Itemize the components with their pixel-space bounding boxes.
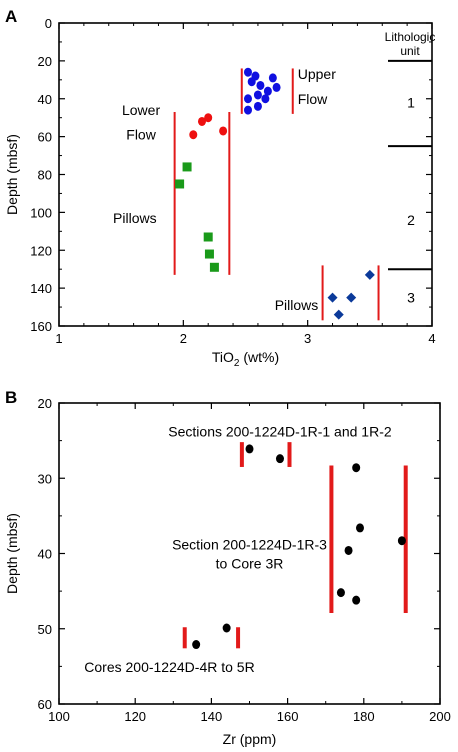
y-tick-label: 80 xyxy=(38,168,52,183)
unit-label: 3 xyxy=(407,290,415,306)
unit-label: 2 xyxy=(407,212,415,228)
x-tick-label: 120 xyxy=(124,709,146,724)
annotation-text: Cores 200-1224D-4R to 5R xyxy=(84,659,254,675)
annotation-text: Flow xyxy=(126,127,156,143)
lithologic-unit-header: unit xyxy=(400,44,420,58)
unit-label: 1 xyxy=(407,95,415,111)
data-point xyxy=(263,86,272,96)
data-point xyxy=(175,179,185,189)
data-point xyxy=(219,126,228,136)
data-point xyxy=(209,262,219,272)
panel-label: A xyxy=(5,7,17,26)
x-tick-label: 140 xyxy=(201,709,223,724)
x-tick-label: 1 xyxy=(55,331,62,346)
y-tick-label: 20 xyxy=(38,396,52,411)
y-tick-label: 0 xyxy=(45,16,52,31)
data-point xyxy=(346,292,357,303)
annotation-text: Upper xyxy=(298,66,336,82)
annotation-text: Sections 200-1224D-1R-1 and 1R-2 xyxy=(168,424,392,440)
data-point xyxy=(327,292,338,303)
y-tick-label: 40 xyxy=(38,547,52,562)
x-tick-label: 100 xyxy=(48,709,70,724)
x-tick-label: 2 xyxy=(180,331,187,346)
y-tick-label: 40 xyxy=(38,92,52,107)
data-point xyxy=(261,94,270,104)
annotation-text: Section 200-1224D-1R-3 xyxy=(172,536,327,552)
data-point xyxy=(333,309,344,320)
x-axis-label-unit: (wt%) xyxy=(239,349,279,365)
data-point xyxy=(247,77,256,87)
data-point xyxy=(243,94,252,104)
annotation-text: to Core 3R xyxy=(216,555,284,571)
data-point xyxy=(189,130,198,140)
y-tick-label: 140 xyxy=(30,281,52,296)
annotation-text: Flow xyxy=(298,91,328,107)
y-tick-label: 60 xyxy=(38,130,52,145)
y-tick-label: 120 xyxy=(30,243,52,258)
data-point xyxy=(203,232,213,242)
data-point xyxy=(192,640,201,650)
data-point xyxy=(275,454,284,464)
data-point xyxy=(245,444,254,454)
annotation-text: Pillows xyxy=(113,210,157,226)
data-point xyxy=(243,67,252,77)
annotation-text: Pillows xyxy=(275,297,319,313)
x-tick-label: 160 xyxy=(277,709,299,724)
data-point xyxy=(397,536,406,546)
x-axis-label: TiO2 (wt%) xyxy=(212,349,279,369)
x-axis-label: Zr (ppm) xyxy=(223,731,277,747)
data-point xyxy=(243,105,252,115)
y-axis-label: Depth (mbsf) xyxy=(4,513,20,594)
data-point xyxy=(253,101,262,111)
y-axis-label: Depth (mbsf) xyxy=(4,134,20,215)
chart-panel-b: B 100 120 140 160 180 200 20 30 40 50 60 Zr (ppm) Dep… xyxy=(4,388,451,747)
lithologic-unit-header: Lithologic xyxy=(385,30,436,44)
data-point xyxy=(182,162,192,172)
data-point xyxy=(222,623,231,633)
data-point xyxy=(197,116,206,126)
data-point xyxy=(352,595,361,605)
data-point xyxy=(272,82,281,92)
x-tick-label: 180 xyxy=(353,709,375,724)
y-tick-label: 100 xyxy=(30,205,52,220)
data-point xyxy=(364,269,375,280)
data-point xyxy=(336,588,345,598)
data-point xyxy=(256,80,265,90)
annotation-text: Lower xyxy=(122,102,160,118)
x-tick-label: 3 xyxy=(304,331,311,346)
x-axis-label-subscript: 2 xyxy=(234,358,240,369)
y-tick-label: 160 xyxy=(30,319,52,334)
y-tick-label: 20 xyxy=(38,54,52,69)
data-point xyxy=(344,545,353,555)
data-point xyxy=(352,463,361,473)
y-tick-label: 60 xyxy=(38,697,52,712)
data-point xyxy=(204,249,214,259)
data-point xyxy=(355,523,364,533)
y-tick-label: 30 xyxy=(38,471,52,486)
y-tick-label: 50 xyxy=(38,622,52,637)
x-tick-label: 4 xyxy=(428,331,435,346)
data-point xyxy=(253,90,262,100)
data-point xyxy=(268,73,277,83)
plot-frame xyxy=(58,22,433,327)
data-point xyxy=(204,113,213,123)
x-tick-label: 200 xyxy=(429,709,451,724)
panel-label: B xyxy=(5,388,17,407)
